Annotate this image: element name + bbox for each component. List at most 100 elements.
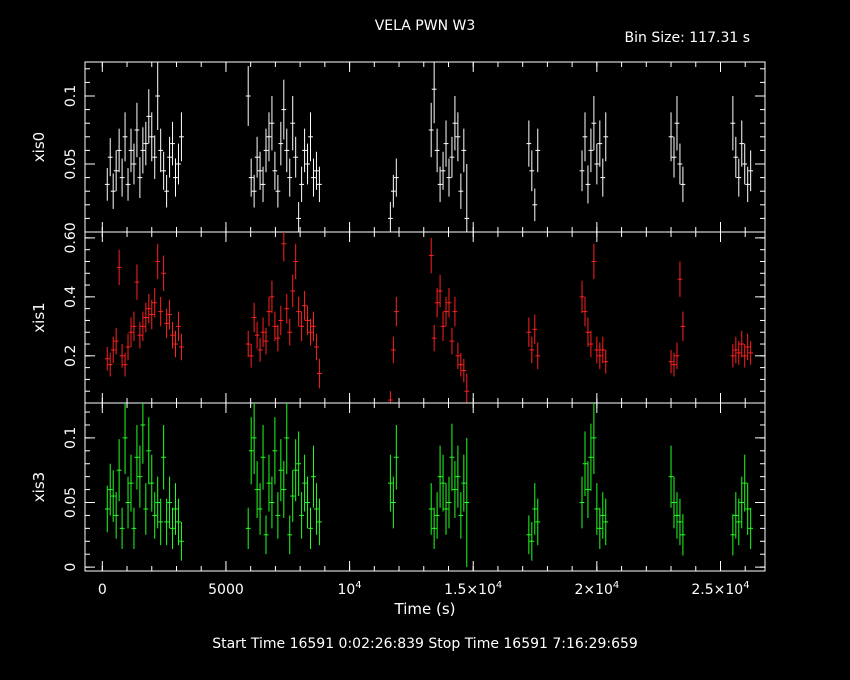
xis3-point xyxy=(461,454,467,512)
xis0-point xyxy=(269,96,275,151)
xis3-point xyxy=(146,417,152,485)
xis0-point xyxy=(529,150,535,192)
xis1-point xyxy=(257,338,263,362)
xis3-point xyxy=(287,515,293,555)
xis1-point xyxy=(579,280,585,314)
xis3-point xyxy=(677,498,683,546)
xis1-point xyxy=(269,280,275,314)
xis0-point xyxy=(260,166,266,203)
xis3-point xyxy=(134,424,140,490)
xis1-point xyxy=(461,358,467,383)
xis0-point xyxy=(257,151,263,190)
xis0-point xyxy=(155,62,161,130)
xis1-ytick-label: 0.60 xyxy=(63,222,79,253)
xis3-point xyxy=(742,454,748,512)
xis1-point xyxy=(131,311,137,342)
xis1-point xyxy=(529,336,535,364)
xis3-ylabel: xis3 xyxy=(30,472,48,502)
xis0-point xyxy=(600,158,606,197)
xis0-point xyxy=(167,136,172,178)
xis0-point xyxy=(266,112,272,162)
xis3-point xyxy=(440,454,446,512)
xis3-point xyxy=(296,431,302,497)
xis3-point xyxy=(248,417,254,485)
xis3-point xyxy=(437,445,443,508)
xis0-point xyxy=(455,112,461,162)
xis1-point xyxy=(317,358,322,389)
xis1-point xyxy=(170,321,175,349)
xis0-point xyxy=(452,96,458,151)
xis3-point xyxy=(140,403,146,464)
xis3-point xyxy=(143,483,149,535)
xis1-point xyxy=(591,243,597,280)
xis1-point xyxy=(393,296,399,327)
xis1-point xyxy=(278,305,284,336)
xis0-point xyxy=(158,128,164,173)
xis3-point xyxy=(745,483,751,535)
xis1-point xyxy=(296,296,302,327)
xis3-point xyxy=(110,470,116,522)
xis0-point xyxy=(107,138,113,177)
xis3-point xyxy=(428,483,434,535)
xis0-point xyxy=(110,173,116,209)
xis3-ytick-label: 0 xyxy=(63,563,79,572)
xis3-point xyxy=(251,403,257,475)
xis3-point xyxy=(125,476,131,529)
xis1-point xyxy=(588,330,594,358)
xis1-point xyxy=(113,327,119,355)
xis1-point xyxy=(305,305,310,336)
xis3-point xyxy=(671,476,677,529)
xis1-point xyxy=(311,311,316,342)
xis3-point xyxy=(284,403,290,475)
xis1-point xyxy=(284,293,290,324)
xis0-point xyxy=(137,157,143,198)
xis0-point xyxy=(446,158,452,197)
xis1-point xyxy=(254,321,260,349)
xis3-point xyxy=(535,498,541,546)
xis3-point xyxy=(526,515,532,555)
xis3-point xyxy=(668,445,674,508)
xis1-point xyxy=(437,274,443,308)
xis3-point xyxy=(278,439,284,502)
xis3-point xyxy=(585,461,591,519)
xis3-point xyxy=(245,507,251,550)
xis1-point xyxy=(125,333,131,361)
xis3-point xyxy=(748,507,754,550)
xis3-point xyxy=(266,454,272,512)
xis0-point xyxy=(680,166,686,203)
xis3-point xyxy=(155,476,161,529)
xis0-point xyxy=(245,66,251,126)
xis1-point xyxy=(314,333,319,361)
xis0-point xyxy=(173,158,178,197)
xis1-point xyxy=(155,243,161,280)
xis3-point xyxy=(272,417,278,485)
xis3-point xyxy=(591,403,597,475)
xis0-point xyxy=(290,96,296,151)
xis3-point xyxy=(254,461,260,519)
xis0-point xyxy=(458,173,464,209)
xis1-point xyxy=(446,288,452,318)
xis0-point xyxy=(390,174,396,208)
xis3-frame xyxy=(84,402,766,572)
xis1-point xyxy=(387,391,393,403)
xis3-point xyxy=(167,476,172,529)
xis1-point xyxy=(668,349,674,374)
xis3-point xyxy=(674,492,680,539)
xis1-point xyxy=(535,342,541,370)
bin-size-label: Bin Size: 117.31 s xyxy=(624,30,750,46)
xis3-point xyxy=(446,476,452,529)
xis0-point xyxy=(275,174,281,208)
xis0-point xyxy=(146,89,152,144)
xis0-ytick-label: 0.1 xyxy=(63,85,79,107)
xis1-point xyxy=(173,330,178,358)
xis3-point xyxy=(170,507,175,550)
xis1-point xyxy=(161,255,167,291)
xis3-point xyxy=(443,483,449,535)
xis0-point xyxy=(585,165,591,204)
xis3-point xyxy=(730,514,736,556)
xis3-point xyxy=(452,461,458,519)
xis1-point xyxy=(443,296,449,327)
xis0-point xyxy=(437,166,443,203)
xis0-point xyxy=(582,112,588,162)
